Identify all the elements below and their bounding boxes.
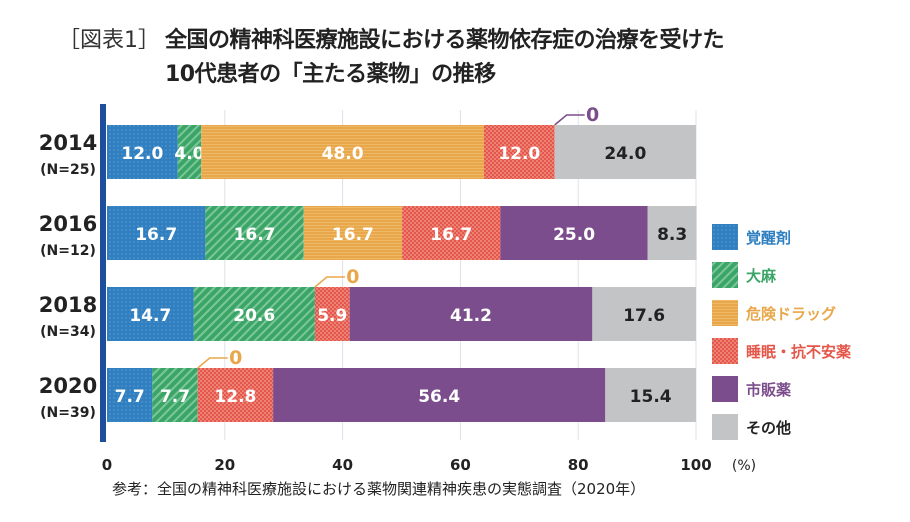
category-year-label: 2020: [39, 374, 97, 398]
zero-callout-line: [314, 276, 345, 288]
bar-segment: [107, 287, 194, 341]
bar-segment: [483, 125, 555, 179]
bar-segment: [303, 206, 403, 260]
legend-label: 覚醒剤: [746, 229, 791, 247]
source-note: 参考：全国の精神科医療施設における薬物関連精神疾患の実態調査（2020年）: [112, 480, 646, 498]
bar-value-label: 56.4: [418, 387, 460, 407]
x-tick-label: 100: [680, 456, 711, 474]
bar-value-label: 4.0: [174, 144, 204, 164]
legend-swatch: [712, 338, 738, 364]
zero-callout-line: [197, 357, 228, 369]
bar-value-label: 7.7: [160, 387, 190, 407]
category-n-label: (N=25): [40, 162, 96, 178]
x-tick-label: 80: [568, 456, 589, 474]
bar-segment: [205, 206, 304, 260]
bar-value-label: 12.8: [214, 387, 256, 407]
bar-segment: [107, 368, 153, 422]
bar-value-label: 12.0: [498, 144, 540, 164]
bar-value-label: 20.6: [233, 306, 275, 326]
legend-swatch: [712, 262, 738, 288]
bar-value-label: 12.0: [121, 144, 163, 164]
bar-segment: [107, 125, 178, 179]
legend-label: 危険ドラッグ: [746, 305, 836, 323]
chart-title-line2: 10代患者の「主たる薬物」の推移: [165, 62, 496, 87]
bar-value-label: 24.0: [604, 144, 646, 164]
bar-segment: [592, 287, 696, 341]
bar-value-label: 15.4: [630, 387, 672, 407]
bar-segment: [177, 125, 202, 179]
bar-value-label: 16.7: [135, 225, 177, 245]
category-year-label: 2018: [39, 293, 97, 317]
bar-value-label: 25.0: [553, 225, 595, 245]
x-tick-label: 20: [214, 456, 235, 474]
bar-segment: [500, 206, 648, 260]
bar-segment: [314, 287, 350, 341]
bar-value-label: 16.7: [430, 225, 472, 245]
zero-value-label: 0: [229, 347, 242, 369]
bar-value-label: 16.7: [332, 225, 374, 245]
x-tick-label: 40: [332, 456, 353, 474]
bar-value-label: 17.6: [623, 306, 665, 326]
category-n-label: (N=39): [40, 405, 96, 421]
bar-value-label: 48.0: [322, 144, 364, 164]
bar-value-label: 7.7: [115, 387, 145, 407]
figure-label: ［図表1］: [58, 28, 160, 53]
category-n-label: (N=12): [40, 243, 96, 259]
legend-swatch: [712, 224, 738, 250]
zero-callout-line: [554, 114, 585, 126]
bar-value-label: 8.3: [657, 225, 687, 245]
legend-swatch: [712, 300, 738, 326]
category-year-label: 2016: [39, 212, 97, 236]
bar-segment: [152, 368, 198, 422]
bar-value-label: 5.9: [317, 306, 347, 326]
zero-value-label: 0: [586, 104, 599, 126]
category-year-label: 2014: [39, 131, 97, 155]
bar-segment: [554, 125, 696, 179]
bar-segment: [647, 206, 697, 260]
bar-value-label: 16.7: [234, 225, 276, 245]
category-n-label: (N=34): [40, 324, 96, 340]
y-axis-line: [100, 104, 106, 442]
legend-swatch: [712, 376, 738, 402]
x-tick-label: 0: [102, 456, 112, 474]
bar-segment: [605, 368, 696, 422]
chart-title-line1: 全国の精神科医療施設における薬物依存症の治療を受けた: [165, 28, 725, 53]
bar-segment: [402, 206, 501, 260]
bar-segment: [273, 368, 606, 422]
legend-label: その他: [746, 419, 791, 437]
legend-label: 市販薬: [746, 381, 791, 399]
legend-label: 睡眠・抗不安薬: [746, 343, 851, 361]
zero-value-label: 0: [346, 266, 359, 288]
bar-segment: [349, 287, 593, 341]
bar-segment: [193, 287, 315, 341]
bar-value-label: 41.2: [450, 306, 492, 326]
x-unit-label: (%): [732, 458, 756, 474]
legend-label: 大麻: [746, 267, 777, 285]
bar-segment: [201, 125, 484, 179]
bar-value-label: 14.7: [129, 306, 171, 326]
legend-swatch: [712, 414, 738, 440]
bar-segment: [197, 368, 274, 422]
bar-segment: [107, 206, 206, 260]
x-tick-label: 60: [450, 456, 471, 474]
